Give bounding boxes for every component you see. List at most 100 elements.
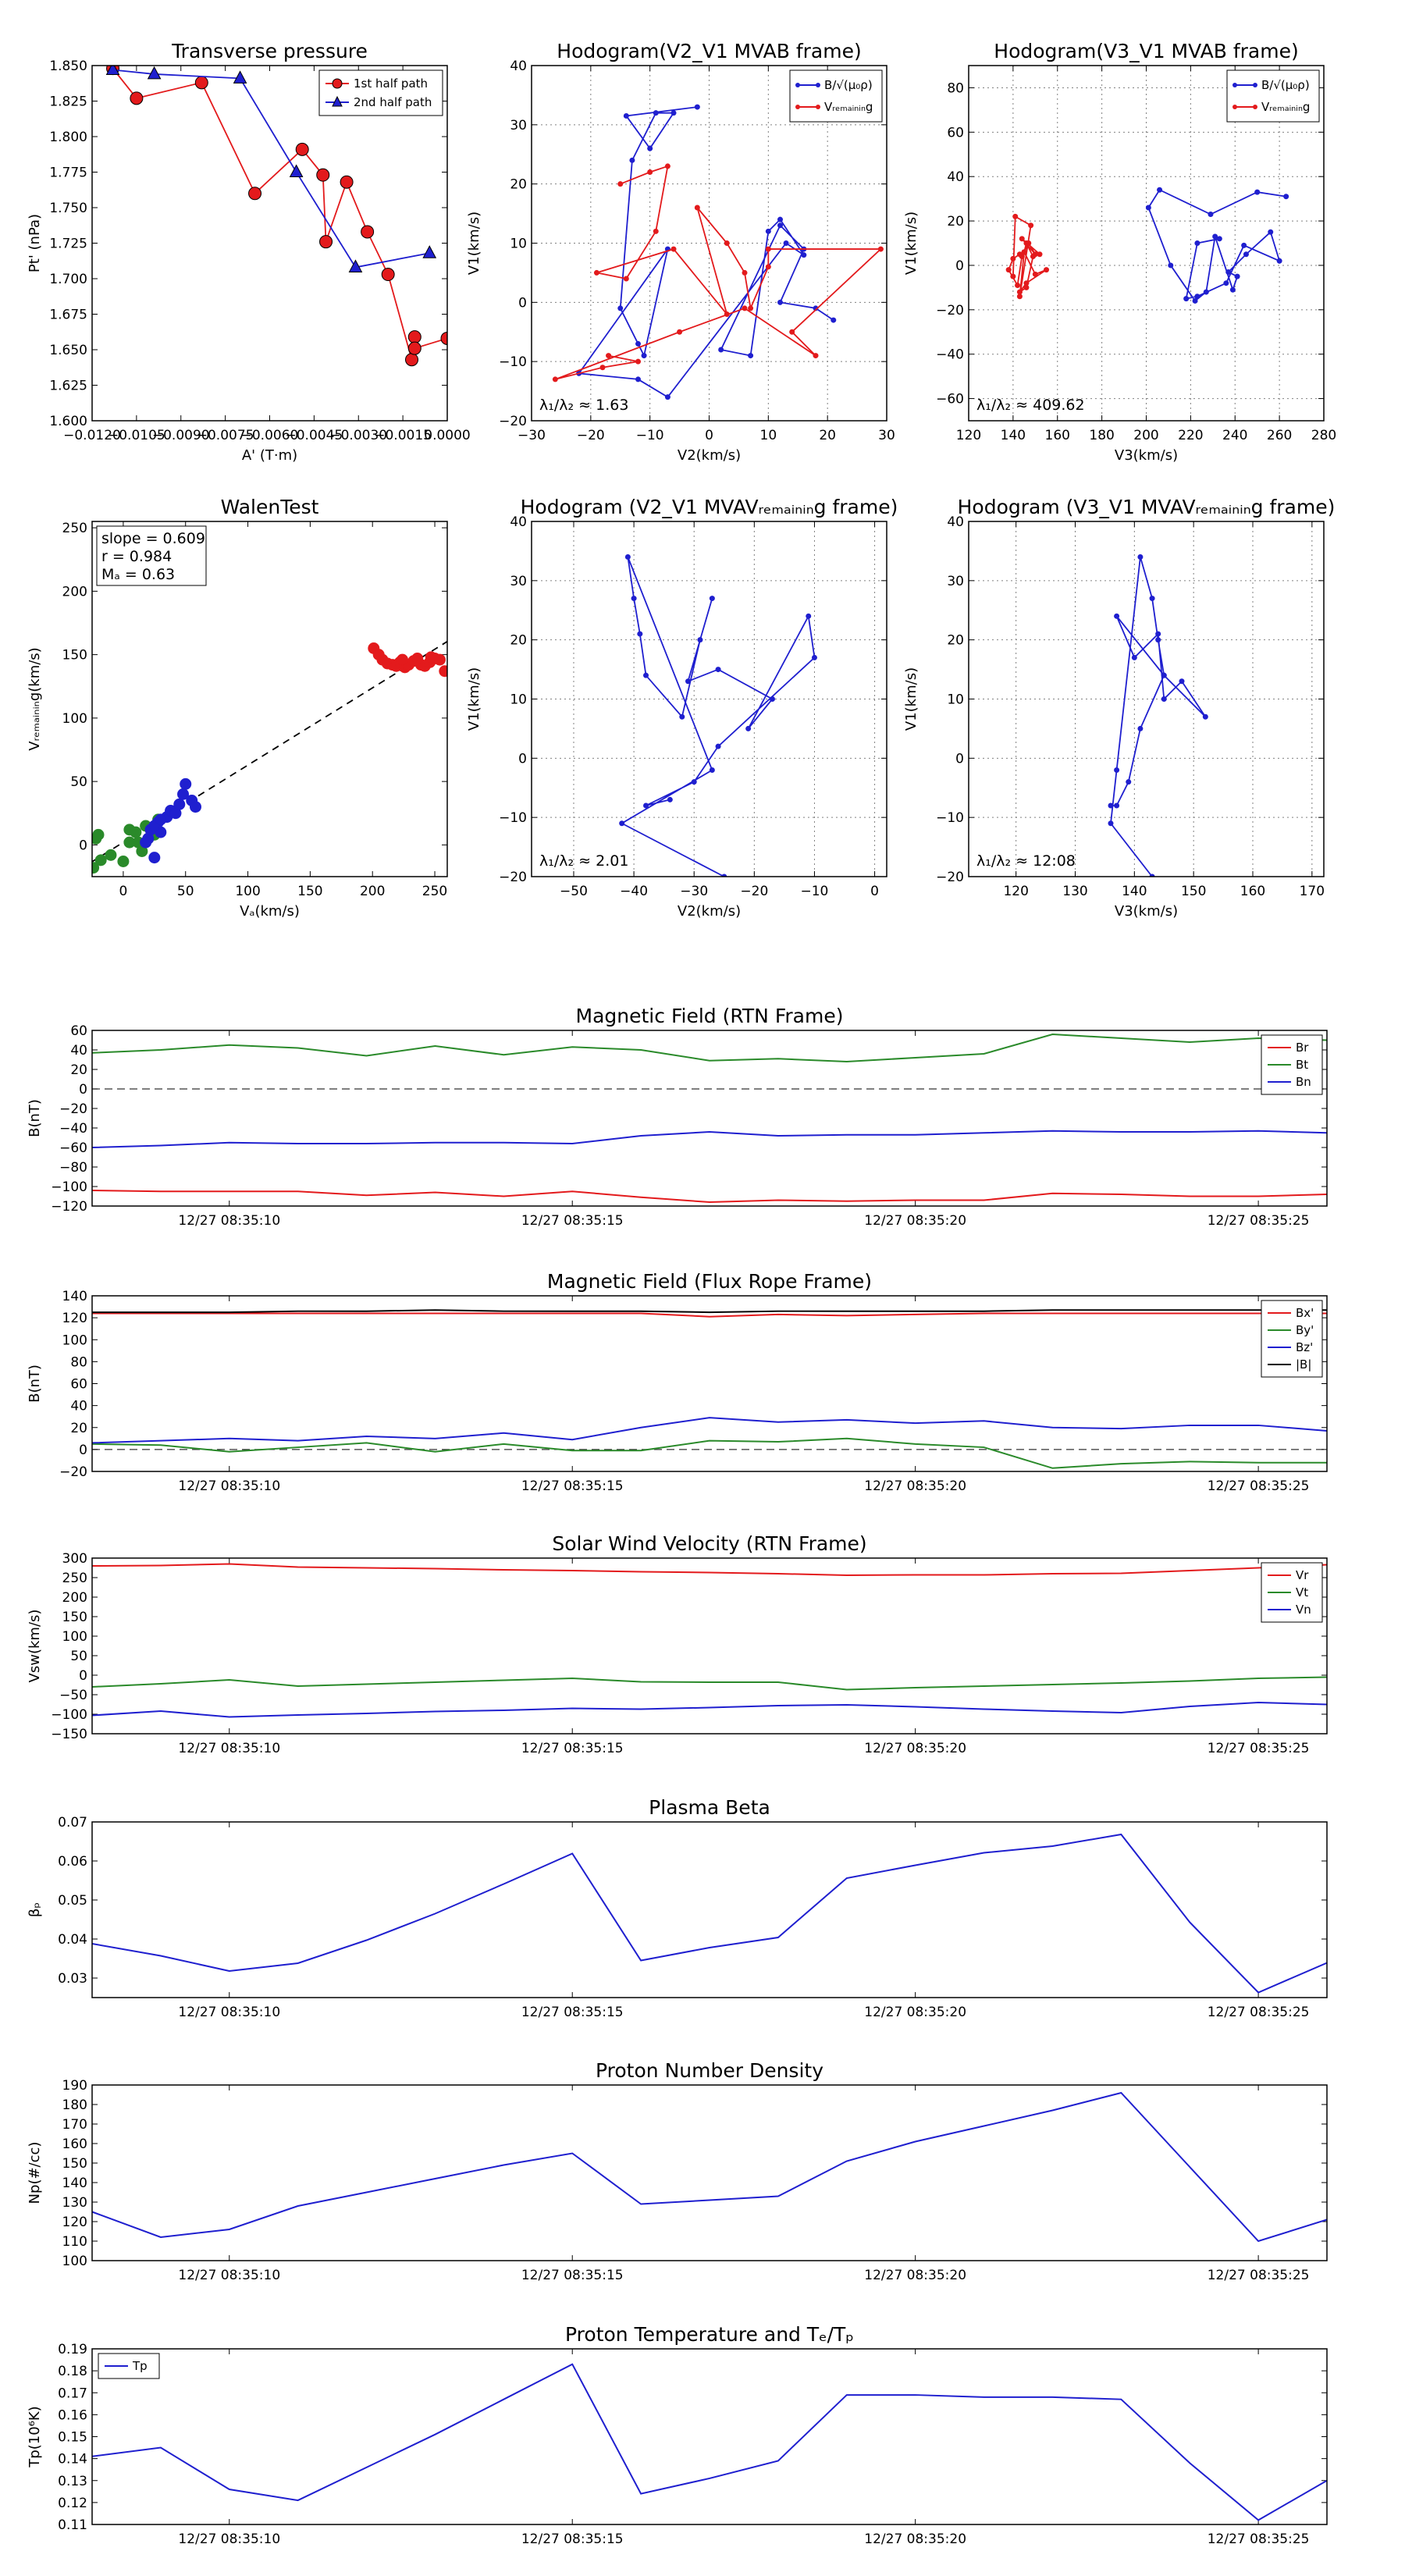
- data-point: [593, 269, 599, 276]
- data-point: [130, 91, 144, 105]
- data-point: [1114, 613, 1120, 619]
- x-tick-label: 12/27 08:35:20: [864, 2268, 966, 2283]
- data-point: [1234, 273, 1240, 279]
- data-point: [1012, 213, 1019, 219]
- legend-box: [789, 69, 883, 123]
- y-tick-label: 40: [70, 1399, 87, 1414]
- y-tick-label: 100: [62, 2254, 87, 2269]
- y-axis-label: Vsw(km/s): [27, 1610, 43, 1683]
- x-tick-label: −30: [518, 428, 546, 443]
- chart-title: Solar Wind Velocity (RTN Frame): [552, 1532, 866, 1555]
- plot-area: [92, 1563, 1327, 1718]
- chart-title: Magnetic Field (Flux Rope Frame): [547, 1270, 872, 1293]
- x-tick-label: 12/27 08:35:25: [1208, 2532, 1310, 2547]
- x-tick-label: 150: [297, 884, 322, 899]
- y-tick-label: 0.07: [58, 1815, 87, 1831]
- x-tick-label: 0: [705, 428, 713, 443]
- y-tick-label: 40: [70, 1043, 87, 1059]
- data-point: [552, 376, 558, 382]
- data-point: [635, 340, 641, 347]
- y-tick-label: 1.850: [49, 59, 87, 74]
- y-tick-label: 0: [79, 838, 87, 853]
- data-point: [624, 554, 631, 560]
- legend: Bx' By' Bz' |B|: [1261, 1300, 1323, 1378]
- plot-frame: [91, 2084, 1328, 2261]
- data-point: [1037, 251, 1043, 258]
- data-point: [361, 225, 375, 239]
- x-tick-label: 140: [1122, 884, 1147, 899]
- data-point: [348, 259, 363, 272]
- data-point: [148, 852, 161, 864]
- legend-label: Vt: [1296, 1585, 1308, 1599]
- y-tick-label: 250: [62, 521, 87, 536]
- y-tick-label: 1.650: [49, 343, 87, 358]
- x-tick-label: 140: [1001, 428, 1026, 443]
- y-tick-label: 120: [62, 1311, 87, 1326]
- legend-label: |B|: [1296, 1357, 1311, 1372]
- data-point: [1276, 258, 1282, 264]
- y-tick-label: 30: [510, 118, 527, 133]
- legend: B/√(μ₀ρ) Vᵣₑₘₐᵢₙᵢₙg: [789, 69, 883, 123]
- y-tick-label: 1.750: [49, 201, 87, 216]
- plot-frame: [91, 1557, 1328, 1735]
- y-tick-label: 150: [62, 2156, 87, 2172]
- x-tick-label: 12/27 08:35:10: [178, 1213, 280, 1229]
- y-tick-label: 140: [62, 1289, 87, 1304]
- x-tick-label: −20: [740, 884, 768, 899]
- legend: 1st half path 2nd half path: [318, 69, 443, 116]
- data-point: [381, 268, 395, 282]
- data-point: [1168, 262, 1174, 269]
- y-tick-label: 40: [510, 514, 527, 530]
- data-point: [1194, 294, 1200, 300]
- x-tick-label: 260: [1267, 428, 1292, 443]
- y-tick-label: 150: [62, 648, 87, 664]
- y-tick-label: −10: [936, 810, 964, 826]
- y-tick-label: 50: [70, 1649, 87, 1664]
- x-tick-label: 12/27 08:35:10: [178, 1741, 280, 1756]
- chart-tp: Proton Temperature and Tₑ/Tₚ 0.11 0.12 0.13…: [27, 2323, 1328, 2547]
- data-point: [679, 713, 685, 720]
- data-point: [295, 142, 309, 156]
- y-tick-label: 0: [79, 1082, 87, 1098]
- data-point: [724, 311, 730, 317]
- data-point: [425, 651, 437, 664]
- data-point: [140, 836, 152, 849]
- data-point: [1114, 767, 1120, 773]
- y-tick-label: 0: [955, 751, 964, 767]
- plot-area: [105, 66, 447, 367]
- data-point: [643, 672, 649, 678]
- data-point: [173, 798, 186, 810]
- y-axis-label: Tp(10⁶K): [27, 2406, 43, 2467]
- data-point: [1016, 294, 1023, 300]
- chart-vsw: Solar Wind Velocity (RTN Frame) −150 −100 −…: [27, 1532, 1328, 1756]
- y-axis-label: βₚ: [27, 1902, 43, 1917]
- data-point: [248, 187, 262, 201]
- y-tick-label: 10: [510, 692, 527, 708]
- data-point: [801, 252, 807, 258]
- annotation-frame: [96, 525, 207, 586]
- x-tick-label: 12/27 08:35:20: [864, 2005, 966, 2020]
- y-tick-label: −120: [51, 1199, 87, 1215]
- data-point: [1019, 254, 1025, 260]
- chart-title: Plasma Beta: [649, 1796, 770, 1819]
- y-tick-label: 10: [947, 692, 964, 708]
- data-point: [1137, 554, 1144, 560]
- data-point: [1241, 242, 1247, 248]
- data-point: [777, 216, 783, 222]
- x-tick-label: −0.0045: [286, 428, 343, 443]
- data-point: [1243, 251, 1249, 258]
- series-line-Vt: [92, 1676, 1327, 1691]
- data-point: [769, 696, 775, 702]
- x-tick-label: 50: [177, 884, 194, 899]
- data-point: [1005, 267, 1012, 273]
- chart-title: Hodogram (V3_V1 MVAVᵣₑₘₐᵢₙᵢₙg frame): [958, 496, 1336, 518]
- x-tick-label: −0.0120: [63, 428, 121, 443]
- annotation-text: λ₁/λ₂ ≈ 409.62: [976, 397, 1085, 414]
- legend-label: B/√(μ₀ρ): [1261, 78, 1310, 92]
- data-point: [715, 743, 721, 749]
- x-tick-label: 12/27 08:35:15: [521, 1741, 624, 1756]
- y-tick-label: −80: [59, 1160, 87, 1176]
- y-tick-label: 80: [947, 80, 964, 96]
- data-point: [709, 596, 715, 602]
- x-tick-label: −0.0090: [152, 428, 210, 443]
